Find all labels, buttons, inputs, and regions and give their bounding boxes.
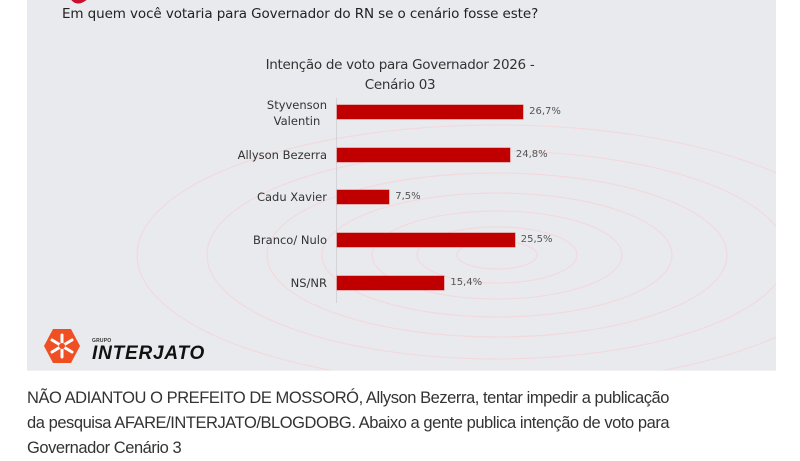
chart-axis-line [336,98,337,303]
panel-divider [27,370,776,371]
logo-name-text: INTERJATO [92,343,206,364]
caption-line: NÃO ADIANTOU O PREFEITO DE MOSSORÓ, Ally… [27,389,669,407]
bar-branco-nulo [337,233,515,247]
chart-title-line1: Intenção de voto para Governador 2026 - [265,57,535,73]
chart-title-line2: Cenário 03 [364,77,436,93]
value-label: 15,4% [450,277,483,288]
category-label-line: Valentin [273,114,321,128]
brand-swoosh-icon [71,0,87,4]
value-label: 26,7% [529,106,561,117]
value-label: 25,5% [520,234,553,245]
value-label: 24,8% [515,149,548,160]
value-label: 7,5% [395,191,421,202]
logo-grupo-text: GRUPO [92,338,112,344]
bar-cadu [337,190,390,204]
caption-line: Governador Cenário 3 [27,439,182,457]
category-label-styvenson: Styvenson Valentin [267,97,327,129]
bar-styvenson [337,105,524,119]
category-label-cadu: Cadu Xavier [256,190,327,204]
category-label-ns-nr: NS/NR [290,276,327,290]
caption-line: da pesquisa AFARE/INTERJATO/BLOGDOBG. Ab… [27,414,670,432]
interjato-logo: GRUPO INTERJATO [42,326,217,368]
poll-question: Em quem você votaria para Governador do … [62,6,539,22]
chart-title: Intenção de voto para Governador 2026 - … [200,55,600,95]
interjato-hexagon-icon [44,329,80,363]
category-label-branco-nulo: Branco/ Nulo [253,233,327,247]
category-label-line: Styvenson [266,98,327,112]
bar-ns-nr [337,276,445,290]
bar-allyson [337,148,510,162]
category-label-allyson: Allyson Bezerra [237,148,327,162]
